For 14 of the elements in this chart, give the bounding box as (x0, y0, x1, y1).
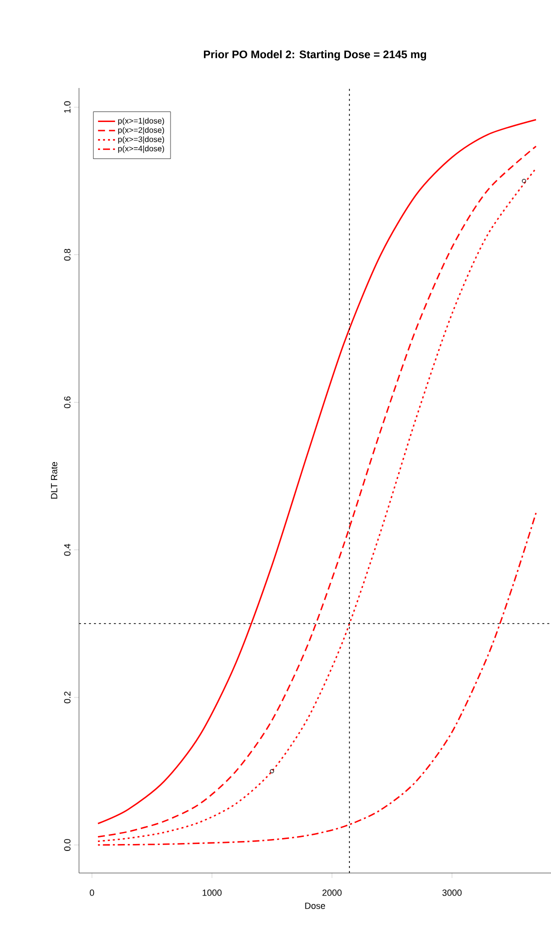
y-tick-label: 1.0 (64, 101, 70, 113)
y-tick-label: 0.4 (64, 544, 70, 556)
x-tick-label: 3000 (442, 890, 462, 896)
x-tick-label: 1000 (202, 890, 222, 896)
y-tick-label: 0.8 (64, 248, 70, 261)
line-series (97, 512, 537, 846)
x-tick-label: 0 (90, 890, 94, 896)
chart-title: Prior PO Model 2: Starting Dose = 2145 mg (204, 50, 426, 60)
y-axis-title: DLT Rate (51, 462, 58, 499)
x-tick-label: 2000 (322, 890, 342, 896)
x-axis-title: Dose (305, 902, 326, 909)
y-tick-label: 0.0 (64, 839, 70, 851)
y-tick-label: 0.6 (64, 396, 70, 408)
y-tick-label: 0.2 (64, 692, 70, 704)
